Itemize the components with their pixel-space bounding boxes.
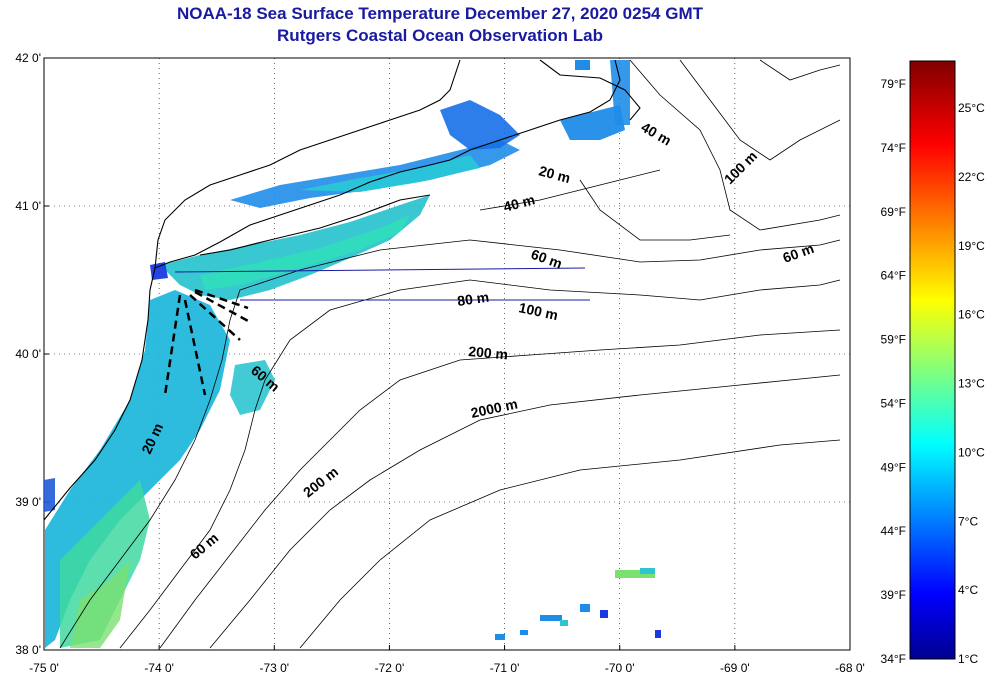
colorbar-f-label: 34°F bbox=[881, 652, 906, 666]
colorbar-f-label: 39°F bbox=[881, 588, 906, 602]
longitude-tick-label: -69 0' bbox=[720, 661, 750, 675]
latitude-tick-label: 42 0' bbox=[15, 51, 41, 65]
longitude-tick-label: -68 0' bbox=[835, 661, 865, 675]
colorbar-c-label: 25°C bbox=[958, 101, 985, 115]
colorbar-f-label: 74°F bbox=[881, 141, 906, 155]
colorbar-c-label: 13°C bbox=[958, 377, 985, 391]
colorbar-c-label: 1°C bbox=[958, 652, 978, 666]
colorbar-f-label: 79°F bbox=[881, 77, 906, 91]
colorbar-c-label: 16°C bbox=[958, 308, 985, 322]
colorbar-f-label: 64°F bbox=[881, 269, 906, 283]
depth-label: 40 m bbox=[502, 191, 537, 215]
longitude-tick-label: -75 0' bbox=[29, 661, 59, 675]
colorbar-c-label: 19°C bbox=[958, 239, 985, 253]
coastline bbox=[43, 59, 641, 521]
latitude-tick-label: 41 0' bbox=[15, 199, 41, 213]
colorbar-c-label: 4°C bbox=[958, 583, 978, 597]
depth-label: 80 m bbox=[456, 289, 490, 309]
longitude-labels: -75 0' -74 0' -73 0' -72 0' -71 0' -70 0' -69 … bbox=[29, 661, 865, 675]
bathymetry-contours bbox=[59, 59, 841, 649]
latitude-tick-label: 39 0' bbox=[15, 495, 41, 509]
colorbar-f-label: 69°F bbox=[881, 205, 906, 219]
longitude-tick-label: -70 0' bbox=[605, 661, 635, 675]
dashed-tracks bbox=[163, 288, 251, 396]
latitude-tick-label: 38 0' bbox=[15, 643, 41, 657]
longitude-tick-label: -74 0' bbox=[144, 661, 174, 675]
longitude-tick-label: -72 0' bbox=[375, 661, 405, 675]
fahrenheit-labels: 79°F 74°F 69°F 64°F 59°F 54°F 49°F 44°F 39°F 34°F bbox=[881, 77, 906, 666]
longitude-tick-label: -71 0' bbox=[490, 661, 520, 675]
colorbar-c-label: 7°C bbox=[958, 514, 978, 528]
longitude-tick-label: -73 0' bbox=[259, 661, 289, 675]
transects bbox=[174, 267, 590, 301]
colorbar-c-label: 22°C bbox=[958, 170, 985, 184]
colorbar-f-label: 44°F bbox=[881, 524, 906, 538]
map-title: NOAA-18 Sea Surface Temperature December… bbox=[177, 4, 703, 23]
colorbar-gradient bbox=[909, 60, 956, 660]
colorbar-f-label: 49°F bbox=[881, 460, 906, 474]
map-subtitle: Rutgers Coastal Ocean Observation Lab bbox=[277, 26, 603, 45]
colorbar-f-label: 59°F bbox=[881, 333, 906, 347]
colorbar-c-label: 10°C bbox=[958, 445, 985, 459]
depth-label: 20 m bbox=[537, 162, 572, 186]
latitude-tick-label: 40 0' bbox=[15, 347, 41, 361]
depth-label: 200 m bbox=[468, 343, 509, 362]
latitude-labels: 42 0' 41 0' 40 0' 39 0' 38 0' bbox=[15, 51, 41, 657]
celsius-labels: 25°C 22°C 19°C 16°C 13°C 10°C 7°C 4°C 1°C bbox=[958, 101, 985, 666]
colorbar-f-label: 54°F bbox=[881, 396, 906, 410]
